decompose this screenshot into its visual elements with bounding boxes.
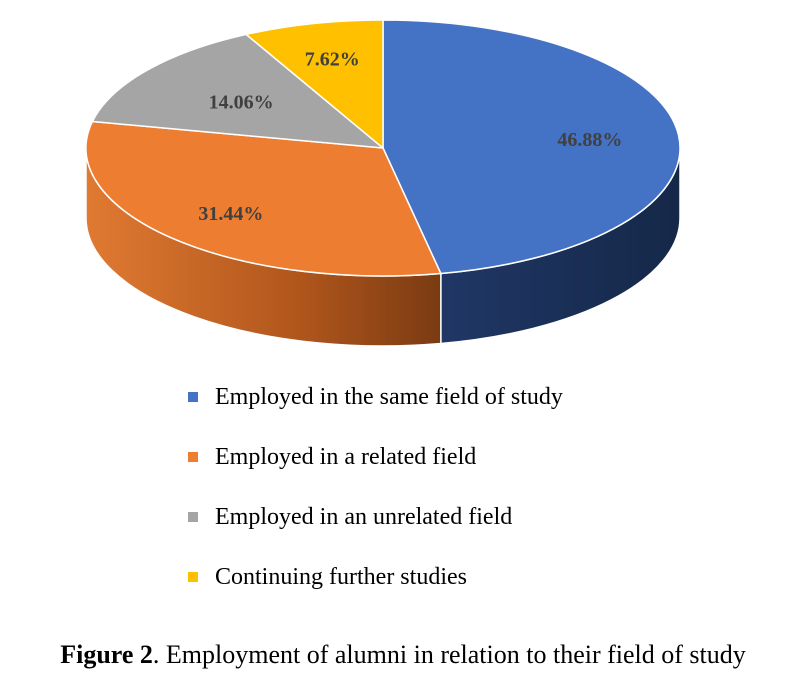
legend-item: Employed in an unrelated field	[188, 502, 748, 532]
caption-text: . Employment of alumni in relation to th…	[152, 640, 746, 669]
legend-swatch	[188, 392, 198, 402]
slice-data-label: 14.06%	[209, 92, 274, 114]
legend-label: Employed in an unrelated field	[215, 503, 513, 530]
pie-slice	[245, 19, 384, 149]
slice-data-label: 46.88%	[557, 129, 622, 151]
legend-swatch	[188, 452, 198, 462]
legend: Employed in the same field of study Empl…	[188, 382, 748, 622]
slice-data-label: 31.44%	[198, 203, 263, 225]
legend-swatch	[188, 572, 198, 582]
legend-item: Employed in the same field of study	[188, 382, 748, 412]
legend-swatch	[188, 512, 198, 522]
pie-slice	[85, 120, 442, 277]
legend-label: Continuing further studies	[215, 563, 467, 590]
figure-caption: Figure 2. Employment of alumni in relati…	[0, 640, 806, 670]
legend-item: Continuing further studies	[188, 562, 748, 592]
pie-chart: 46.88% 31.44% 14.06% 7.62%	[85, 19, 681, 347]
pie-slice	[382, 19, 681, 275]
legend-label: Employed in the same field of study	[215, 383, 563, 410]
figure-number: Figure 2	[60, 640, 153, 669]
legend-label: Employed in a related field	[215, 443, 477, 470]
slice-data-label: 7.62%	[305, 48, 360, 70]
pie-slice	[91, 33, 384, 149]
legend-item: Employed in a related field	[188, 442, 748, 472]
